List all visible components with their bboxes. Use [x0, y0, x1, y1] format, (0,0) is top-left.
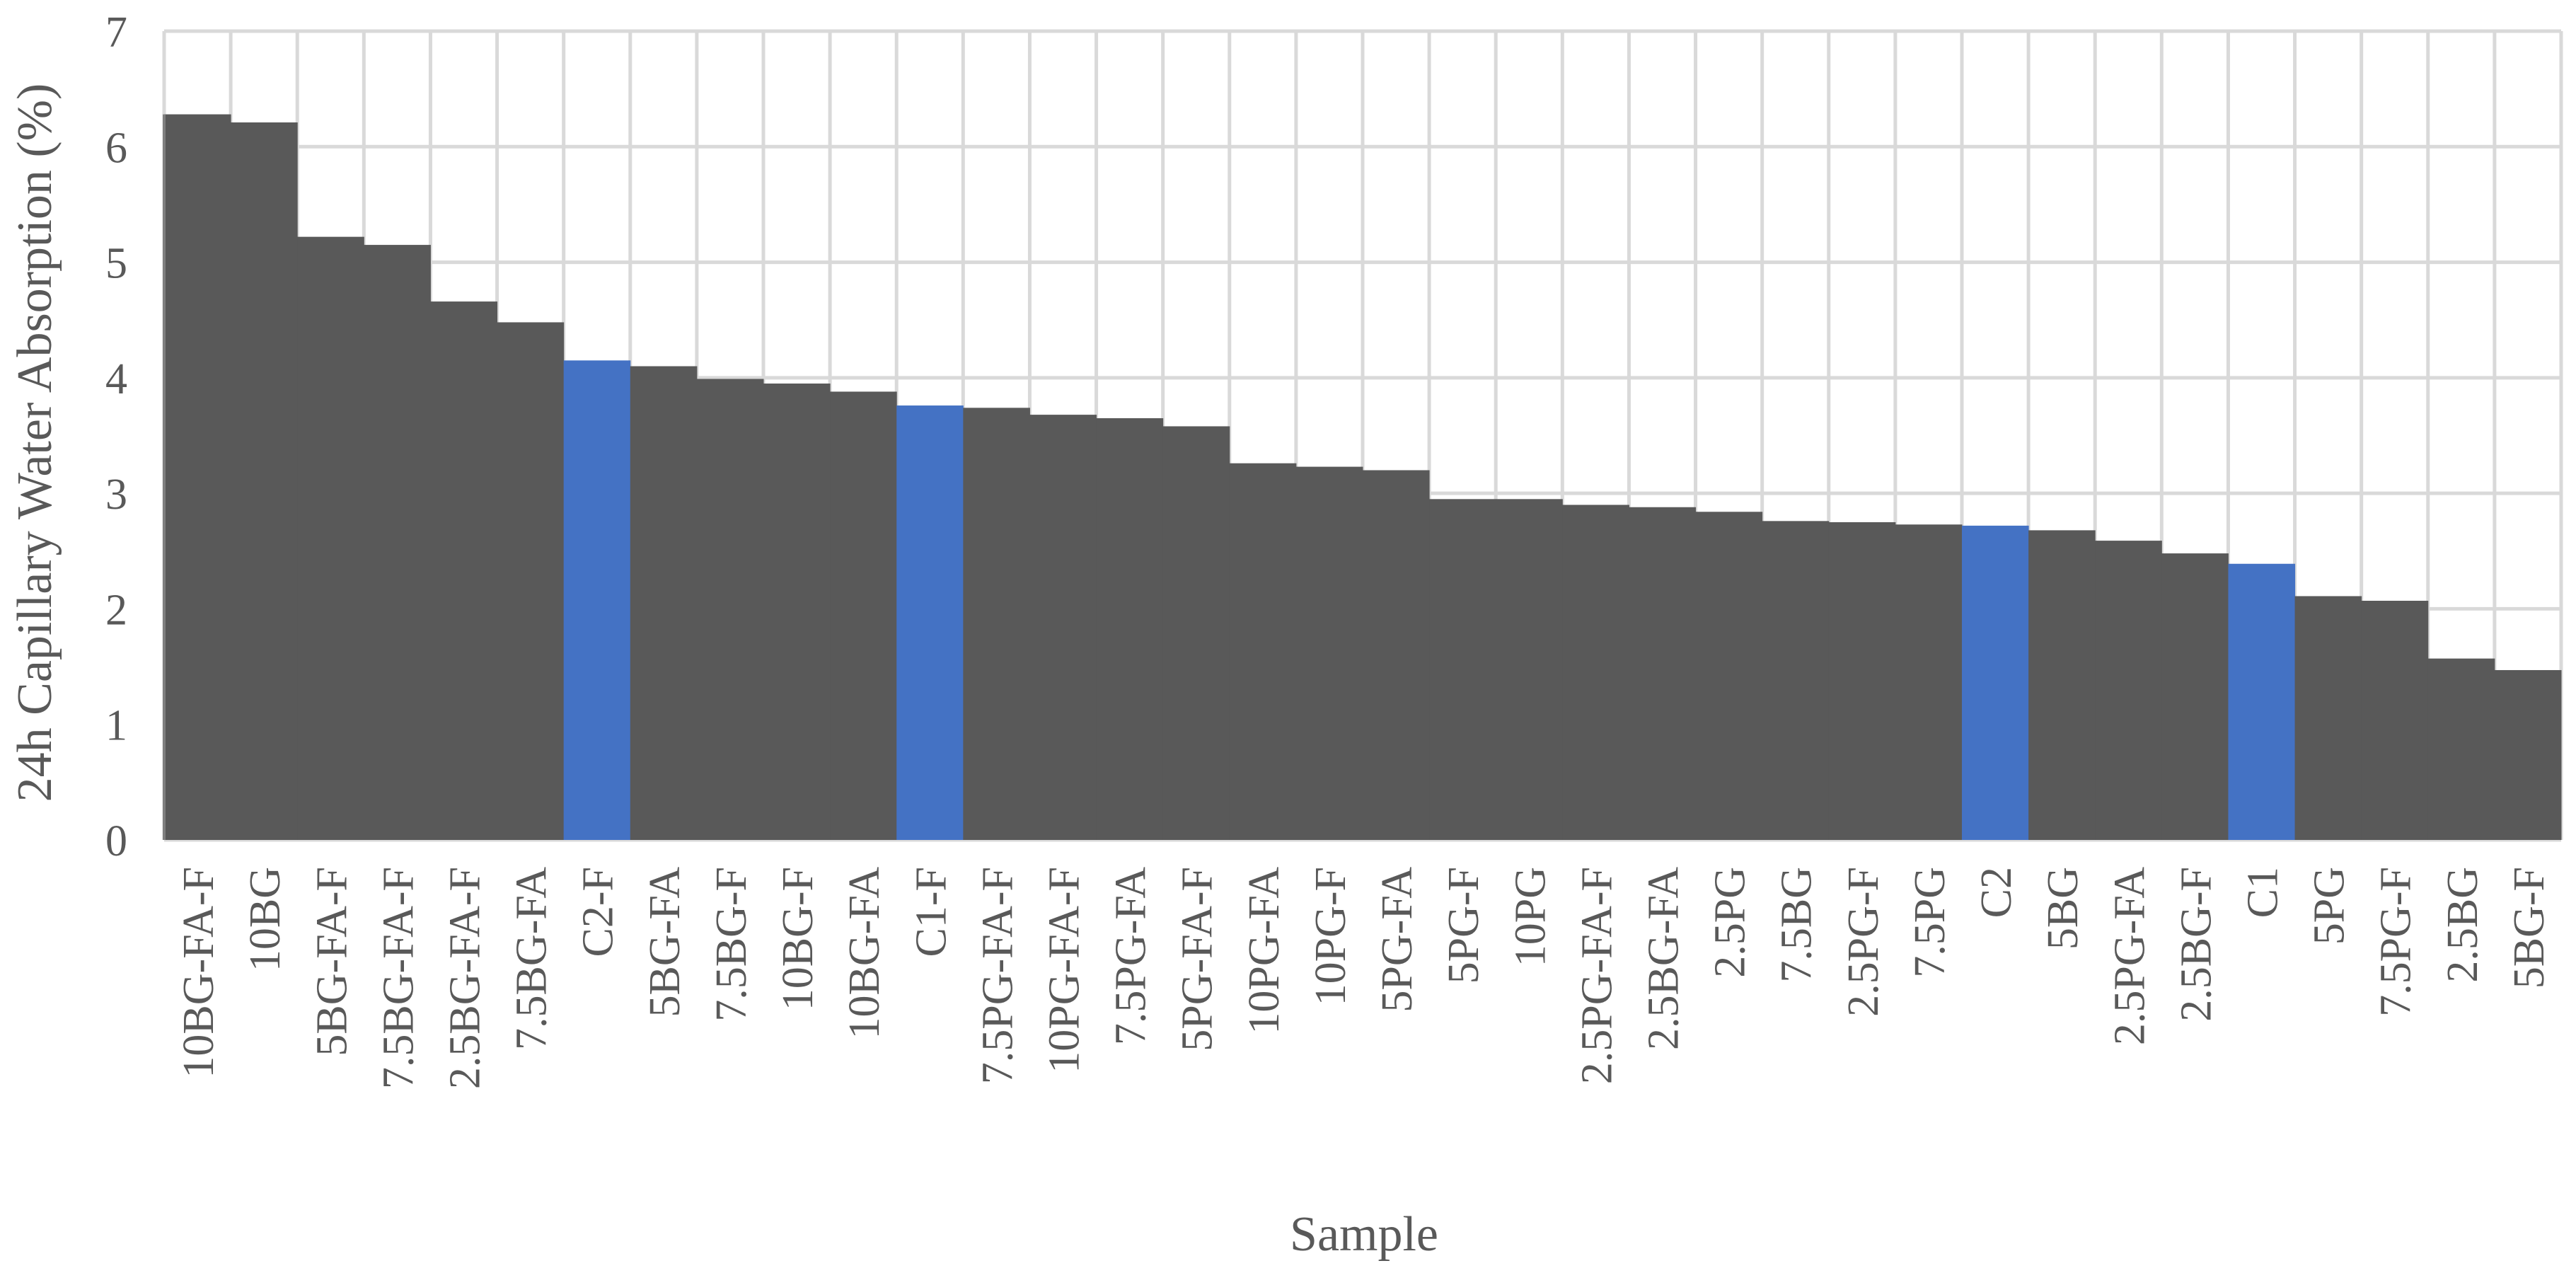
bar-5bg-fa [630, 366, 698, 840]
bar-c2 [1962, 525, 2029, 840]
x-tick-label: 5PG-FA [1373, 867, 1421, 1013]
x-tick-label: 2.5BG [2439, 867, 2487, 983]
y-tick-label: 5 [105, 240, 127, 288]
bar-10bg-f [763, 384, 831, 840]
bar-2_5bg [2427, 658, 2495, 840]
bar-c1-f [896, 405, 964, 840]
bar-10bg-fa-f [164, 114, 231, 841]
x-tick-label: 5BG-FA-F [308, 867, 356, 1056]
bar-7_5bg-fa [497, 322, 565, 841]
y-axis-title: 24h Capillary Water Absorption (%) [8, 83, 62, 802]
x-axis-title: Sample [1290, 1207, 1438, 1262]
y-tick-label: 2 [105, 586, 127, 634]
bar-7_5pg-fa-f [963, 408, 1030, 840]
bar-5pg-f [1429, 499, 1496, 840]
bar-2_5pg [1695, 512, 1763, 840]
x-tick-label: 10BG [241, 867, 289, 972]
bar-5bg-fa-f [297, 236, 364, 840]
x-tick-label: 2.5PG-F [1839, 867, 1888, 1017]
bar-5bg-f [2494, 669, 2562, 840]
x-tick-label: 5PG [2306, 867, 2354, 945]
bar-10bg-fa [830, 391, 897, 840]
x-tick-label: 10PG-F [1307, 867, 1355, 1006]
bar-2_5bg-fa [1629, 507, 1697, 840]
y-tick-label: 1 [105, 702, 127, 750]
x-tick-label: 7.5BG [1773, 867, 1821, 983]
bar-7_5bg [1762, 521, 1830, 840]
x-tick-label: C2-F [574, 867, 623, 957]
bar-7_5pg-f [2361, 600, 2429, 840]
x-tick-label: 7.5PG-F [2372, 867, 2420, 1017]
x-tick-label: 5BG [2039, 867, 2087, 950]
bar-2_5bg-fa-f [430, 301, 498, 840]
x-tick-label: 2.5PG [1706, 867, 1755, 978]
x-tick-label: C2 [1973, 867, 2021, 918]
bar-c2-f [563, 360, 631, 841]
bar-2_5bg-f [2161, 553, 2229, 840]
x-tick-label: 10BG-FA [841, 867, 889, 1039]
x-tick-label: 2.5BG-FA-F [441, 867, 490, 1089]
x-tick-label: 5BG-FA [641, 867, 689, 1018]
bar-10pg-fa-f [1029, 415, 1097, 840]
x-tick-label: C1-F [907, 867, 955, 957]
bars [164, 114, 2562, 841]
x-tick-label: 5PG-F [1440, 867, 1488, 984]
x-tick-label: 5PG-FA-F [1174, 867, 1222, 1052]
y-tick-label: 4 [105, 355, 127, 403]
x-tick-label: 2.5BG-FA [1640, 867, 1688, 1050]
y-tick-labels: 0 1 2 3 4 5 6 7 [105, 8, 127, 865]
y-tick-label: 7 [105, 8, 127, 57]
bar-5pg-fa [1363, 470, 1430, 840]
bar-10pg-f [1295, 466, 1363, 840]
x-tick-label: 2.5BG-F [2172, 867, 2220, 1022]
x-tick-label: 7.5PG-FA-F [974, 867, 1022, 1084]
x-tick-label: 7.5BG-F [707, 867, 756, 1022]
x-tick-label: 5BG-F [2505, 867, 2553, 989]
bar-10bg [231, 122, 298, 840]
bar-5pg-fa-f [1162, 426, 1230, 840]
bar-7_5bg-f [696, 379, 764, 840]
y-tick-label: 6 [105, 124, 127, 172]
bar-10pg [1496, 499, 1563, 840]
bar-2_5pg-f [1828, 522, 1896, 840]
bar-c1 [2228, 563, 2296, 840]
y-tick-label: 3 [105, 471, 127, 519]
x-tick-label: 7.5PG [1906, 867, 1954, 978]
x-tick-label: C1 [2239, 867, 2287, 918]
x-tick-label: 2.5PG-FA-F [1573, 867, 1621, 1084]
x-tick-label: 10PG [1506, 867, 1554, 967]
x-tick-label: 10BG-FA-F [175, 867, 223, 1078]
bar-2_5pg-fa [2095, 541, 2162, 840]
bar-5pg [2294, 596, 2362, 840]
x-tick-label: 7.5BG-FA-F [374, 867, 422, 1089]
bar-2_5pg-fa-f [1562, 505, 1629, 840]
x-tick-labels: 10BG-FA-F 10BG 5BG-FA-F 7.5BG-FA-F 2.5BG-FA-… [175, 867, 2553, 1089]
x-tick-label: 2.5PG-FA [2106, 867, 2154, 1045]
y-tick-label: 0 [105, 817, 127, 865]
bar-5bg [2028, 530, 2096, 840]
bar-7_5pg [1895, 524, 1963, 840]
bar-7_5pg-fa [1096, 418, 1164, 840]
bar-7_5bg-fa-f [364, 245, 431, 840]
bar-10pg-fa [1229, 463, 1297, 840]
x-tick-label: 7.5BG-FA [508, 867, 556, 1050]
x-tick-label: 10PG-FA-F [1041, 867, 1089, 1073]
x-tick-label: 10PG-FA [1240, 867, 1288, 1035]
x-tick-label: 7.5PG-FA [1107, 867, 1155, 1045]
x-tick-label: 10BG-F [774, 867, 822, 1010]
